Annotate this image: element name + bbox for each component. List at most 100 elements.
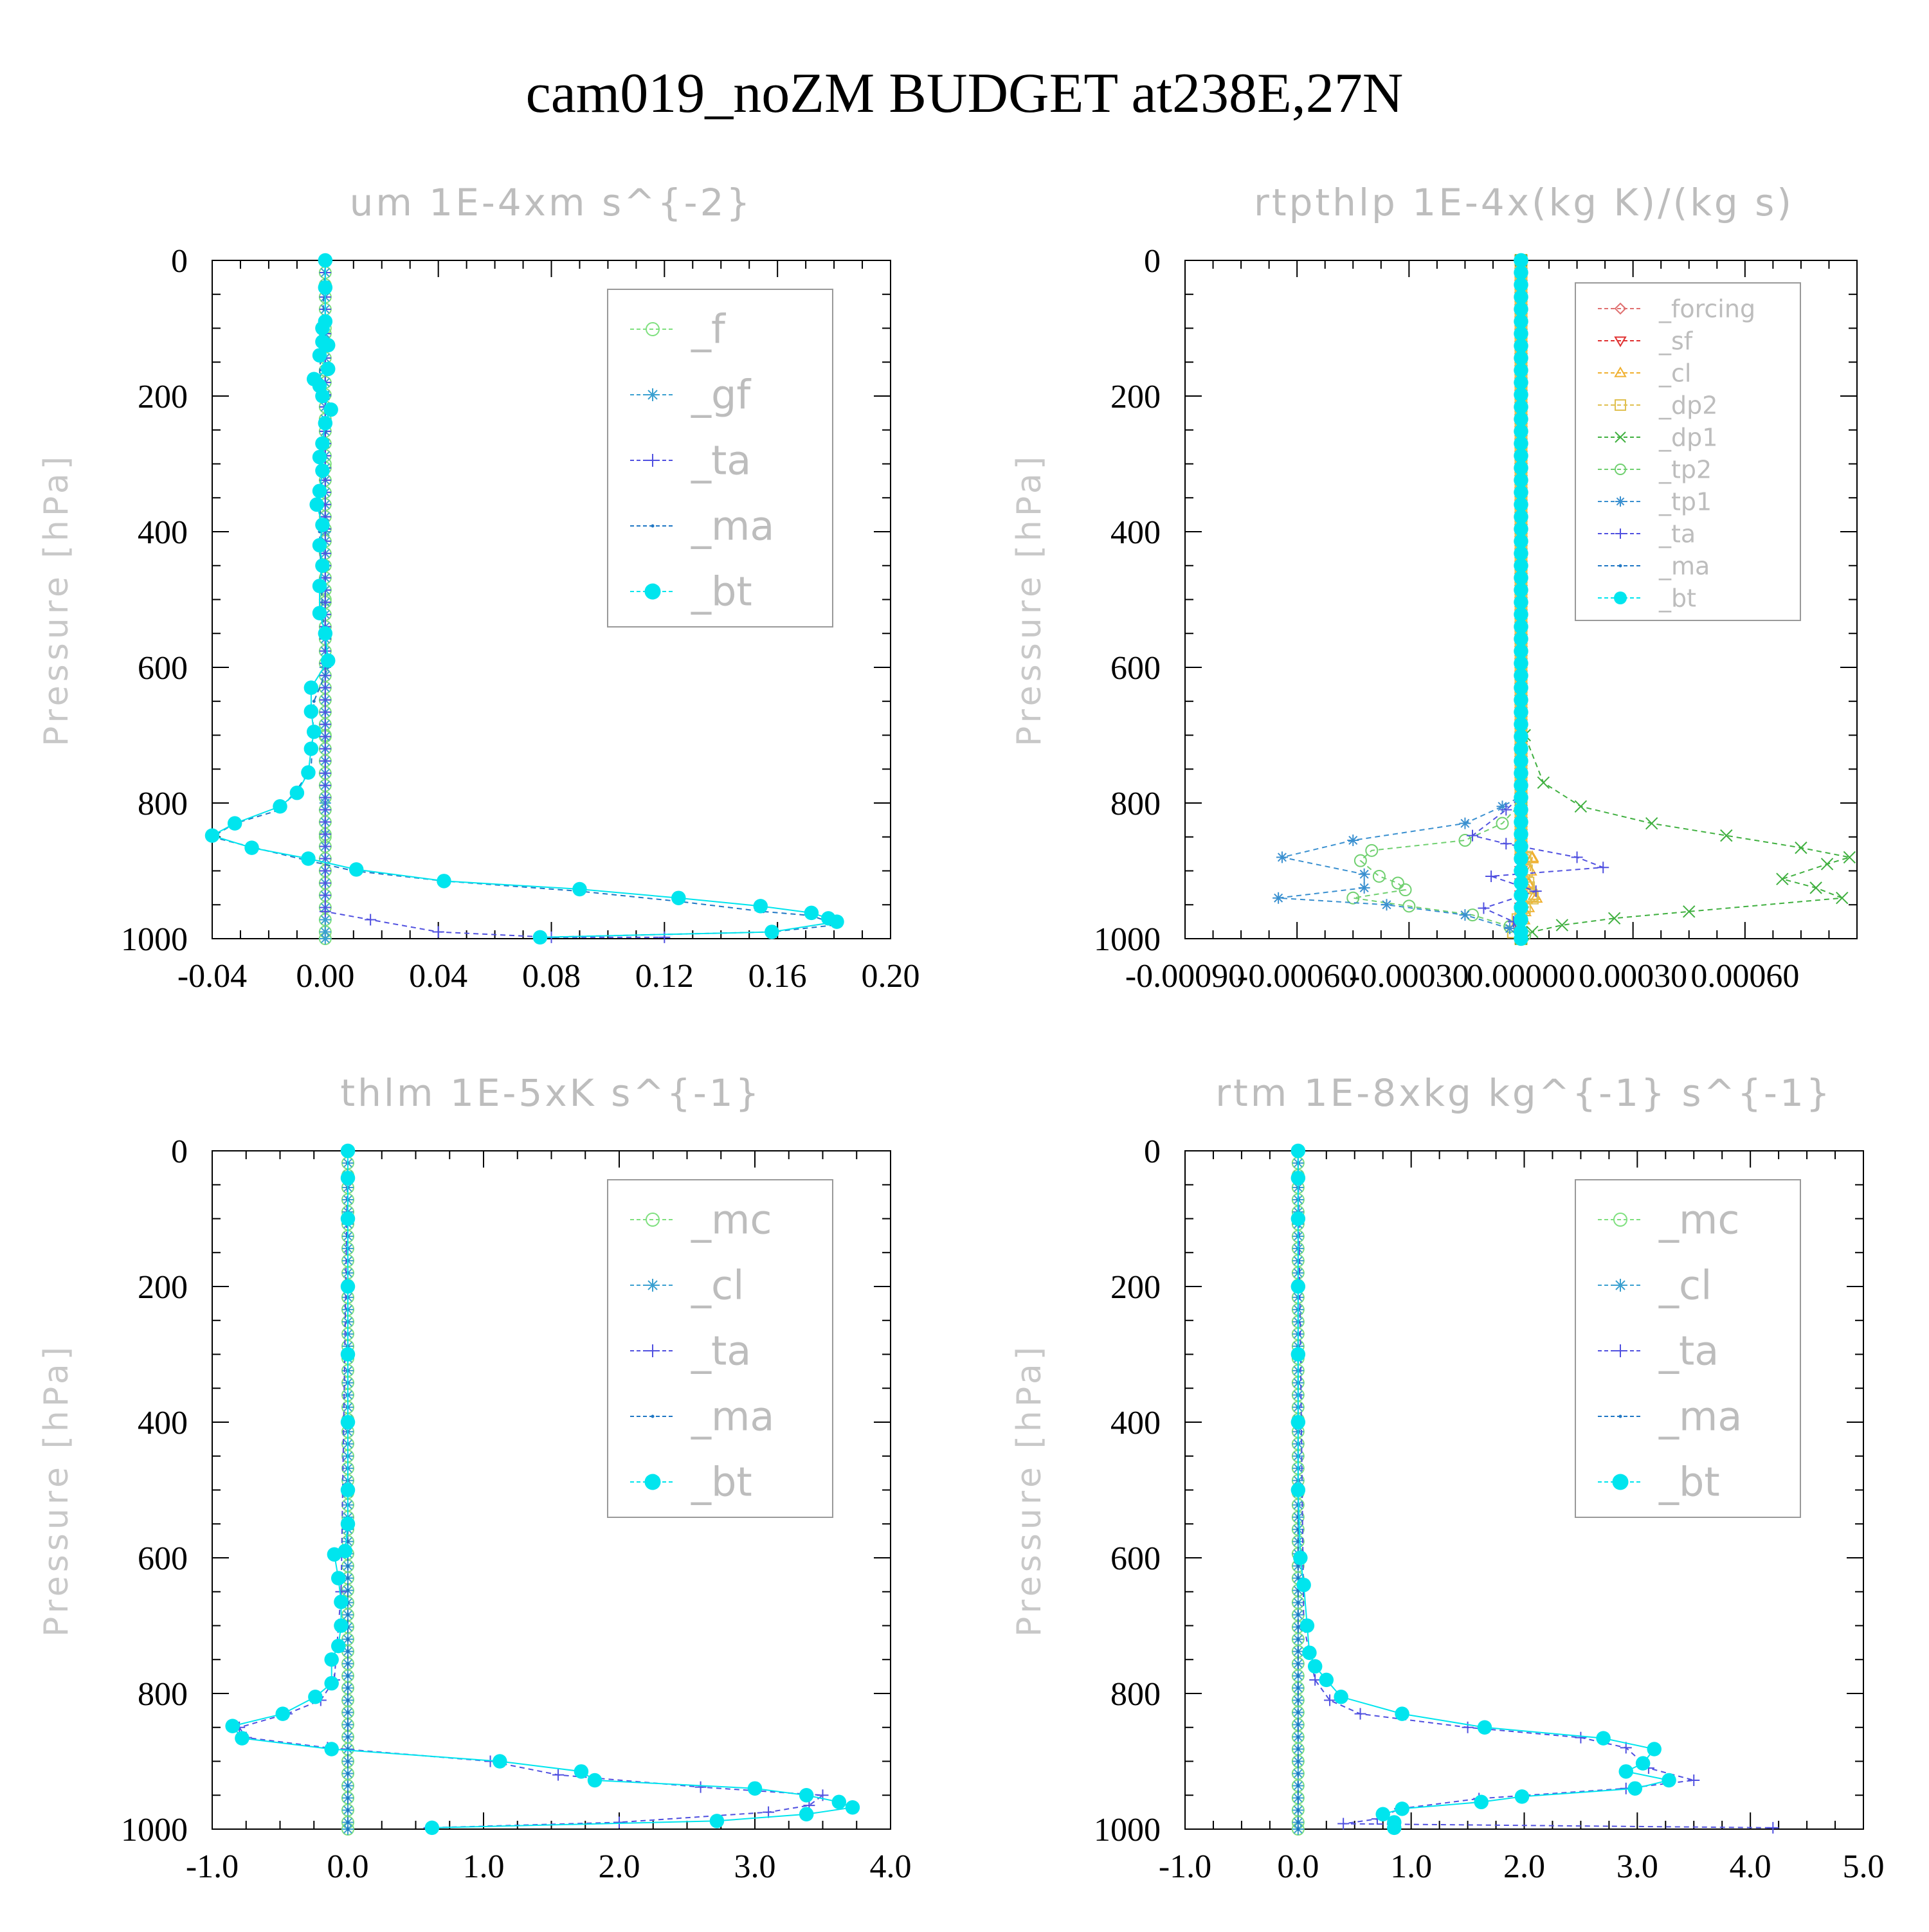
x-tick-label: 5.0 xyxy=(1843,1848,1885,1885)
data-point xyxy=(312,537,327,553)
legend-marker xyxy=(1614,1279,1627,1292)
y-tick-label: 400 xyxy=(138,514,188,551)
data-point xyxy=(1478,902,1490,914)
data-point xyxy=(244,840,259,855)
data-point xyxy=(1365,844,1379,857)
data-point xyxy=(319,743,331,755)
data-point xyxy=(1514,619,1528,634)
data-point xyxy=(1514,509,1528,525)
data-point xyxy=(1514,387,1528,402)
series-line-ma xyxy=(210,260,837,938)
data-point xyxy=(1358,881,1370,894)
data-point xyxy=(346,1783,350,1787)
data-point xyxy=(289,785,305,800)
series-line-tp1 xyxy=(1278,260,1522,939)
data-point xyxy=(1296,1783,1300,1787)
legend-label: _cl xyxy=(1658,359,1691,387)
y-axis-label: Pressure [hPa] xyxy=(37,453,76,746)
legend-label: _mc xyxy=(691,1196,772,1243)
legend-marker xyxy=(644,583,661,600)
data-point xyxy=(1514,827,1528,842)
data-point xyxy=(319,840,331,853)
y-tick-label: 200 xyxy=(138,1269,188,1306)
x-tick-label: 4.0 xyxy=(1730,1848,1771,1885)
data-point xyxy=(1485,870,1498,882)
data-point xyxy=(799,1807,814,1822)
y-axis-label: Pressure [hPa] xyxy=(1010,1343,1049,1637)
series-line-ta xyxy=(238,1150,825,1828)
x-tick-label: 0.00030 xyxy=(1579,958,1687,995)
data-point xyxy=(1500,838,1512,850)
data-point xyxy=(1296,1576,1300,1580)
plot-frame xyxy=(1184,1150,1864,1830)
legend-marker xyxy=(1614,302,1627,315)
data-point xyxy=(1514,754,1528,768)
data-point xyxy=(1296,1747,1300,1751)
data-point xyxy=(318,280,333,295)
y-tick-label: 600 xyxy=(138,1540,188,1577)
data-point xyxy=(346,1589,350,1593)
data-point xyxy=(346,1820,350,1824)
data-point xyxy=(1514,851,1528,866)
legend-label: _dp1 xyxy=(1658,423,1717,451)
data-point xyxy=(1375,1807,1390,1822)
data-point xyxy=(334,1618,349,1633)
data-point xyxy=(1575,1731,1587,1744)
y-tick-label: 200 xyxy=(138,379,188,415)
data-point xyxy=(1514,424,1528,439)
legend-marker xyxy=(1614,591,1627,604)
data-point xyxy=(1296,1674,1300,1678)
data-point xyxy=(320,653,336,668)
data-point xyxy=(1514,839,1528,854)
y-tick-label: 800 xyxy=(1110,1676,1161,1713)
data-point xyxy=(587,1773,602,1788)
data-point xyxy=(319,767,331,779)
data-point xyxy=(346,1827,350,1831)
legend-marker xyxy=(1615,431,1626,443)
legend-marker xyxy=(1612,1474,1629,1490)
data-point xyxy=(1459,909,1471,921)
data-point xyxy=(1296,1686,1300,1690)
data-point xyxy=(324,1675,339,1691)
data-point xyxy=(1597,862,1609,874)
legend-marker xyxy=(1614,1344,1627,1357)
data-point xyxy=(1688,1774,1700,1787)
legend-label: _bt xyxy=(691,568,752,615)
data-point xyxy=(303,704,319,719)
data-point xyxy=(319,718,331,730)
data-point xyxy=(1381,899,1393,911)
data-point xyxy=(1291,1170,1306,1186)
y-tick-label: 0 xyxy=(171,243,188,280)
data-point xyxy=(1319,1672,1334,1688)
data-point xyxy=(1514,656,1528,671)
data-point xyxy=(346,1760,350,1763)
data-point xyxy=(301,765,316,780)
data-point xyxy=(437,874,451,889)
data-point xyxy=(1514,912,1528,927)
legend-label: _ma xyxy=(691,503,774,550)
data-point xyxy=(340,1170,356,1186)
data-point xyxy=(1291,1483,1306,1497)
data-point xyxy=(1720,829,1733,842)
series-line-tp2 xyxy=(1353,260,1526,939)
data-point xyxy=(1296,1601,1300,1605)
data-point xyxy=(1399,883,1412,897)
data-point xyxy=(1843,851,1856,864)
data-point xyxy=(324,1652,339,1667)
legend-label: _cl xyxy=(691,1262,744,1309)
y-tick-label: 1000 xyxy=(121,1812,188,1848)
y-tick-label: 0 xyxy=(1144,243,1161,280)
data-point xyxy=(845,1800,860,1815)
data-point xyxy=(1346,891,1360,905)
data-point xyxy=(1514,277,1528,293)
data-point xyxy=(309,497,324,512)
legend-label: _dp2 xyxy=(1658,391,1717,419)
data-point xyxy=(312,579,327,593)
y-tick-label: 0 xyxy=(1144,1133,1161,1170)
legend-marker xyxy=(1614,336,1627,347)
data-point xyxy=(1795,841,1807,854)
data-point xyxy=(340,1483,356,1497)
data-point xyxy=(307,724,322,739)
x-tick-label: 0.04 xyxy=(409,958,467,995)
y-tick-label: 0 xyxy=(171,1133,188,1170)
